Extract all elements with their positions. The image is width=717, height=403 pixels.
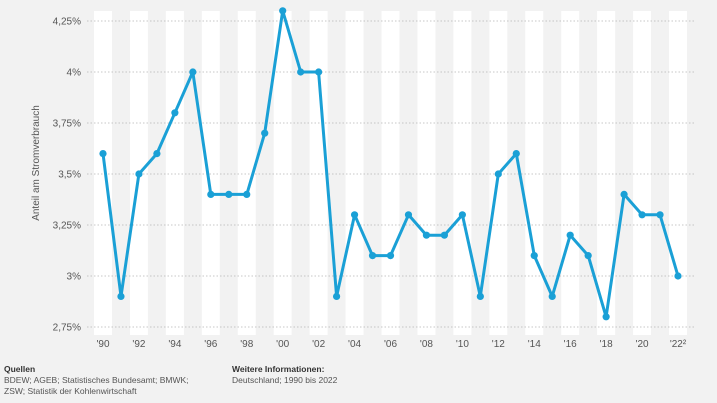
data-point bbox=[153, 150, 161, 158]
sources-title: Quellen bbox=[4, 364, 36, 374]
data-point bbox=[261, 129, 269, 137]
year-band bbox=[453, 11, 472, 335]
data-point bbox=[674, 272, 682, 280]
x-tick-label: '00 bbox=[276, 339, 289, 350]
x-axis-ticks: '90 '92 '94 '96 '98 '00 '02 '04 '06 '08 '10 '12 '14 '… bbox=[96, 339, 686, 350]
x-tick-label: '20 bbox=[636, 339, 649, 350]
data-point bbox=[638, 211, 646, 219]
data-point bbox=[225, 190, 233, 198]
year-band bbox=[561, 11, 580, 335]
x-tick-label: '98 bbox=[240, 339, 253, 350]
x-tick-label: '02 bbox=[312, 339, 325, 350]
year-band bbox=[165, 11, 184, 335]
sources-block: Quellen BDEW; AGEB; Statistisches Bundes… bbox=[4, 364, 189, 397]
y-tick-label: 3,5% bbox=[58, 170, 81, 181]
y-axis-ticks: 4,25% 4% 3,75% 3,5% 3,25% 3% 2,75% bbox=[53, 17, 81, 334]
data-point bbox=[584, 252, 592, 260]
x-tick-label: '22² bbox=[670, 339, 687, 350]
year-band bbox=[94, 11, 112, 335]
data-point bbox=[207, 190, 215, 198]
more-info-title: Weitere Informationen: bbox=[232, 364, 325, 374]
data-point bbox=[350, 211, 359, 219]
year-band bbox=[669, 11, 687, 335]
year-band bbox=[597, 11, 616, 335]
gridlines bbox=[87, 20, 696, 328]
x-tick-label: '18 bbox=[600, 339, 613, 350]
data-point bbox=[243, 190, 251, 198]
x-tick-label: '08 bbox=[420, 339, 433, 350]
year-band bbox=[309, 11, 328, 335]
year-band bbox=[345, 11, 364, 335]
data-point bbox=[135, 170, 143, 178]
year-band bbox=[525, 11, 544, 335]
y-tick-label: 3,75% bbox=[53, 119, 81, 130]
y-axis-label: Anteil am Stromverbrauch bbox=[31, 105, 42, 221]
x-tick-label: '14 bbox=[528, 339, 541, 350]
data-point bbox=[315, 68, 323, 76]
year-band bbox=[633, 11, 652, 335]
data-point bbox=[279, 7, 287, 15]
data-point bbox=[422, 231, 431, 239]
more-info-block: Weitere Informationen: Deutschland; 1990… bbox=[232, 364, 337, 386]
year-band bbox=[237, 11, 256, 335]
y-tick-label: 2,75% bbox=[53, 323, 81, 334]
y-tick-label: 3% bbox=[67, 272, 82, 283]
data-point bbox=[656, 211, 664, 219]
data-point bbox=[494, 170, 502, 178]
x-tick-label: '06 bbox=[384, 339, 397, 350]
data-point bbox=[117, 292, 125, 300]
y-tick-label: 4% bbox=[67, 68, 82, 79]
data-point bbox=[404, 211, 413, 219]
data-point bbox=[512, 150, 520, 158]
data-point bbox=[530, 252, 538, 260]
y-tick-label: 4,25% bbox=[53, 17, 81, 28]
series-group bbox=[99, 7, 682, 321]
data-point bbox=[386, 252, 395, 260]
x-tick-label: '04 bbox=[348, 339, 361, 350]
y-tick-label: 3,25% bbox=[53, 221, 81, 232]
data-point bbox=[458, 211, 466, 219]
sources-line-1: BDEW; AGEB; Statistisches Bundesamt; BMW… bbox=[4, 375, 189, 385]
x-tick-label: '12 bbox=[492, 339, 505, 350]
x-tick-label: '92 bbox=[132, 339, 145, 350]
data-point bbox=[297, 68, 305, 76]
x-tick-label: '10 bbox=[456, 339, 469, 350]
x-tick-label: '16 bbox=[564, 339, 577, 350]
data-point bbox=[476, 292, 484, 300]
data-point bbox=[440, 231, 449, 239]
data-point bbox=[368, 252, 377, 260]
data-point bbox=[548, 292, 556, 300]
sources-line-2: ZSW; Statistik der Kohlenwirtschaft bbox=[4, 386, 137, 396]
data-point bbox=[602, 313, 610, 321]
x-tick-label: '90 bbox=[96, 339, 109, 350]
year-band bbox=[381, 11, 400, 335]
data-point bbox=[332, 292, 341, 300]
x-tick-label: '94 bbox=[168, 339, 181, 350]
year-band bbox=[417, 11, 436, 335]
data-point bbox=[566, 231, 574, 239]
data-point bbox=[99, 150, 107, 158]
data-point bbox=[171, 109, 179, 117]
data-point bbox=[189, 68, 197, 76]
data-point bbox=[620, 190, 628, 198]
year-band bbox=[201, 11, 220, 335]
year-band bbox=[273, 11, 292, 335]
x-tick-label: '96 bbox=[204, 339, 217, 350]
more-info-line-1: Deutschland; 1990 bis 2022 bbox=[232, 375, 338, 385]
